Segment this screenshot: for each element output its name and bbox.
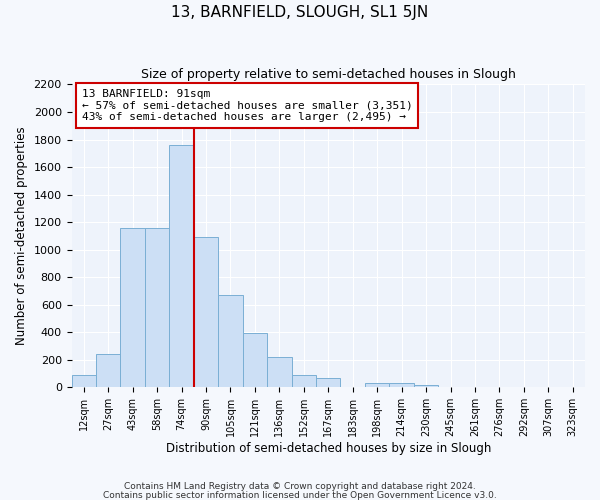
Bar	[292, 375, 316, 388]
Bar	[194, 238, 218, 388]
Text: 13 BARNFIELD: 91sqm
← 57% of semi-detached houses are smaller (3,351)
43% of sem: 13 BARNFIELD: 91sqm ← 57% of semi-detach…	[82, 89, 413, 122]
Title: Size of property relative to semi-detached houses in Slough: Size of property relative to semi-detach…	[141, 68, 516, 80]
Bar	[169, 145, 194, 388]
Bar	[96, 354, 121, 388]
Bar	[218, 295, 242, 388]
Bar	[389, 383, 414, 388]
Bar	[365, 382, 389, 388]
Bar	[121, 228, 145, 388]
Text: Contains HM Land Registry data © Crown copyright and database right 2024.: Contains HM Land Registry data © Crown c…	[124, 482, 476, 491]
Bar	[316, 378, 340, 388]
Y-axis label: Number of semi-detached properties: Number of semi-detached properties	[15, 126, 28, 345]
Bar	[267, 357, 292, 388]
X-axis label: Distribution of semi-detached houses by size in Slough: Distribution of semi-detached houses by …	[166, 442, 491, 455]
Bar	[145, 228, 169, 388]
Text: 13, BARNFIELD, SLOUGH, SL1 5JN: 13, BARNFIELD, SLOUGH, SL1 5JN	[172, 5, 428, 20]
Bar	[414, 384, 438, 388]
Text: Contains public sector information licensed under the Open Government Licence v3: Contains public sector information licen…	[103, 490, 497, 500]
Bar	[71, 375, 96, 388]
Bar	[242, 333, 267, 388]
